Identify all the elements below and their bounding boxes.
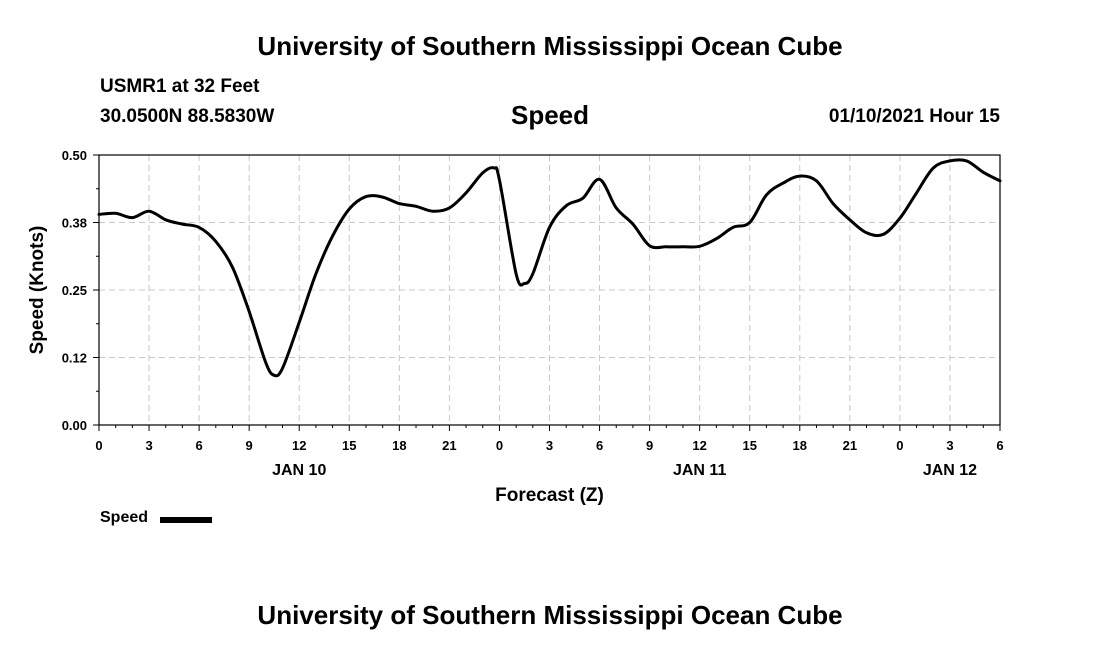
page-title: University of Southern Mississippi Ocean… — [257, 31, 843, 61]
footer-title: University of Southern Mississippi Ocean… — [257, 600, 843, 630]
x-tick-label: 15 — [742, 438, 756, 453]
date-label: JAN 10 — [272, 462, 326, 479]
legend-label: Speed — [100, 509, 149, 526]
date-label: JAN 12 — [923, 462, 977, 479]
datetime-label: 01/10/2021 Hour 15 — [828, 106, 1000, 127]
x-tick-label: 6 — [596, 438, 603, 453]
y-axis-label: Speed (Knots) — [27, 226, 48, 355]
y-tick-label: 0.12 — [62, 351, 87, 366]
y-tick-label: 0.38 — [62, 216, 87, 231]
x-tick-label: 18 — [392, 438, 406, 453]
x-tick-label: 12 — [692, 438, 706, 453]
x-tick-label: 21 — [442, 438, 456, 453]
x-axis-label: Forecast (Z) — [495, 485, 604, 506]
x-tick-label: 15 — [342, 438, 356, 453]
x-tick-label: 18 — [793, 438, 807, 453]
speed-chart: 0.00 0.12 0.25 0.38 0.50 0 3 6 9 12 15 18 21 0 3 6 9 12 15… — [27, 148, 1004, 506]
x-tick-label: 12 — [292, 438, 306, 453]
x-tick-label: 6 — [996, 438, 1003, 453]
coordinates-label: 30.0500N 88.5830W — [100, 106, 275, 127]
axis-ticks — [93, 154, 1001, 431]
chart-title: Speed — [510, 100, 590, 130]
x-tick-label: 21 — [843, 438, 857, 453]
speed-series-line — [97, 158, 1002, 378]
x-tick-label: 3 — [946, 438, 953, 453]
x-tick-label: 0 — [95, 438, 102, 453]
x-tick-label: 6 — [195, 438, 202, 453]
x-tick-label: 3 — [145, 438, 152, 453]
x-tick-label: 9 — [646, 438, 653, 453]
x-tick-label: 3 — [546, 438, 553, 453]
x-tick-label: 0 — [896, 438, 903, 453]
x-tick-label: 0 — [496, 438, 503, 453]
legend-swatch — [160, 517, 212, 523]
y-tick-label: 0.00 — [62, 418, 87, 433]
x-tick-label: 9 — [246, 438, 253, 453]
y-tick-label: 0.25 — [62, 283, 87, 298]
grid — [99, 155, 1000, 425]
date-label: JAN 11 — [673, 462, 726, 479]
axis-labels: 0.00 0.12 0.25 0.38 0.50 0 3 6 9 12 15 18 21 0 3 6 9 12 15… — [62, 148, 1004, 479]
station-label: USMR1 at 32 Feet — [100, 76, 260, 97]
legend: Speed — [100, 509, 148, 527]
y-tick-label: 0.50 — [62, 148, 87, 163]
